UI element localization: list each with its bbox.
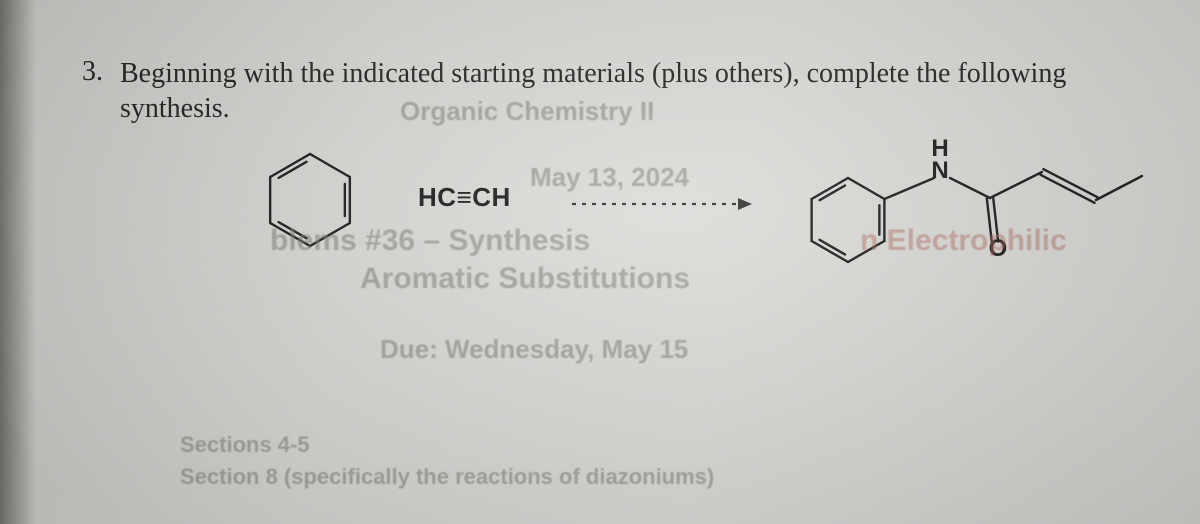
watermark-subtitle: Aromatic Substitutions	[360, 262, 690, 296]
watermark-date: May 13, 2024	[530, 162, 689, 193]
page-binding-shadow	[0, 0, 36, 524]
page: 3. Beginning with the indicated starting…	[0, 0, 1200, 524]
product-icon: NHO	[790, 120, 1150, 310]
svg-text:O: O	[989, 235, 1008, 262]
svg-text:H: H	[931, 135, 948, 162]
arrow-icon	[572, 196, 752, 212]
watermark-due: Due: Wednesday, May 15	[380, 334, 688, 365]
acetylene-reagent: HC≡CH	[418, 182, 511, 213]
benzene-icon	[250, 140, 370, 260]
watermark-sections-a: Sections 4-5	[180, 432, 310, 458]
product-structure: NHO	[790, 120, 1150, 315]
watermark-sections-b: Section 8 (specifically the reactions of…	[180, 464, 714, 490]
reaction-arrow	[572, 196, 752, 198]
question-text: Beginning with the indicated starting ma…	[120, 56, 1150, 126]
benzene-structure	[250, 140, 370, 265]
question-number: 3.	[82, 56, 103, 88]
